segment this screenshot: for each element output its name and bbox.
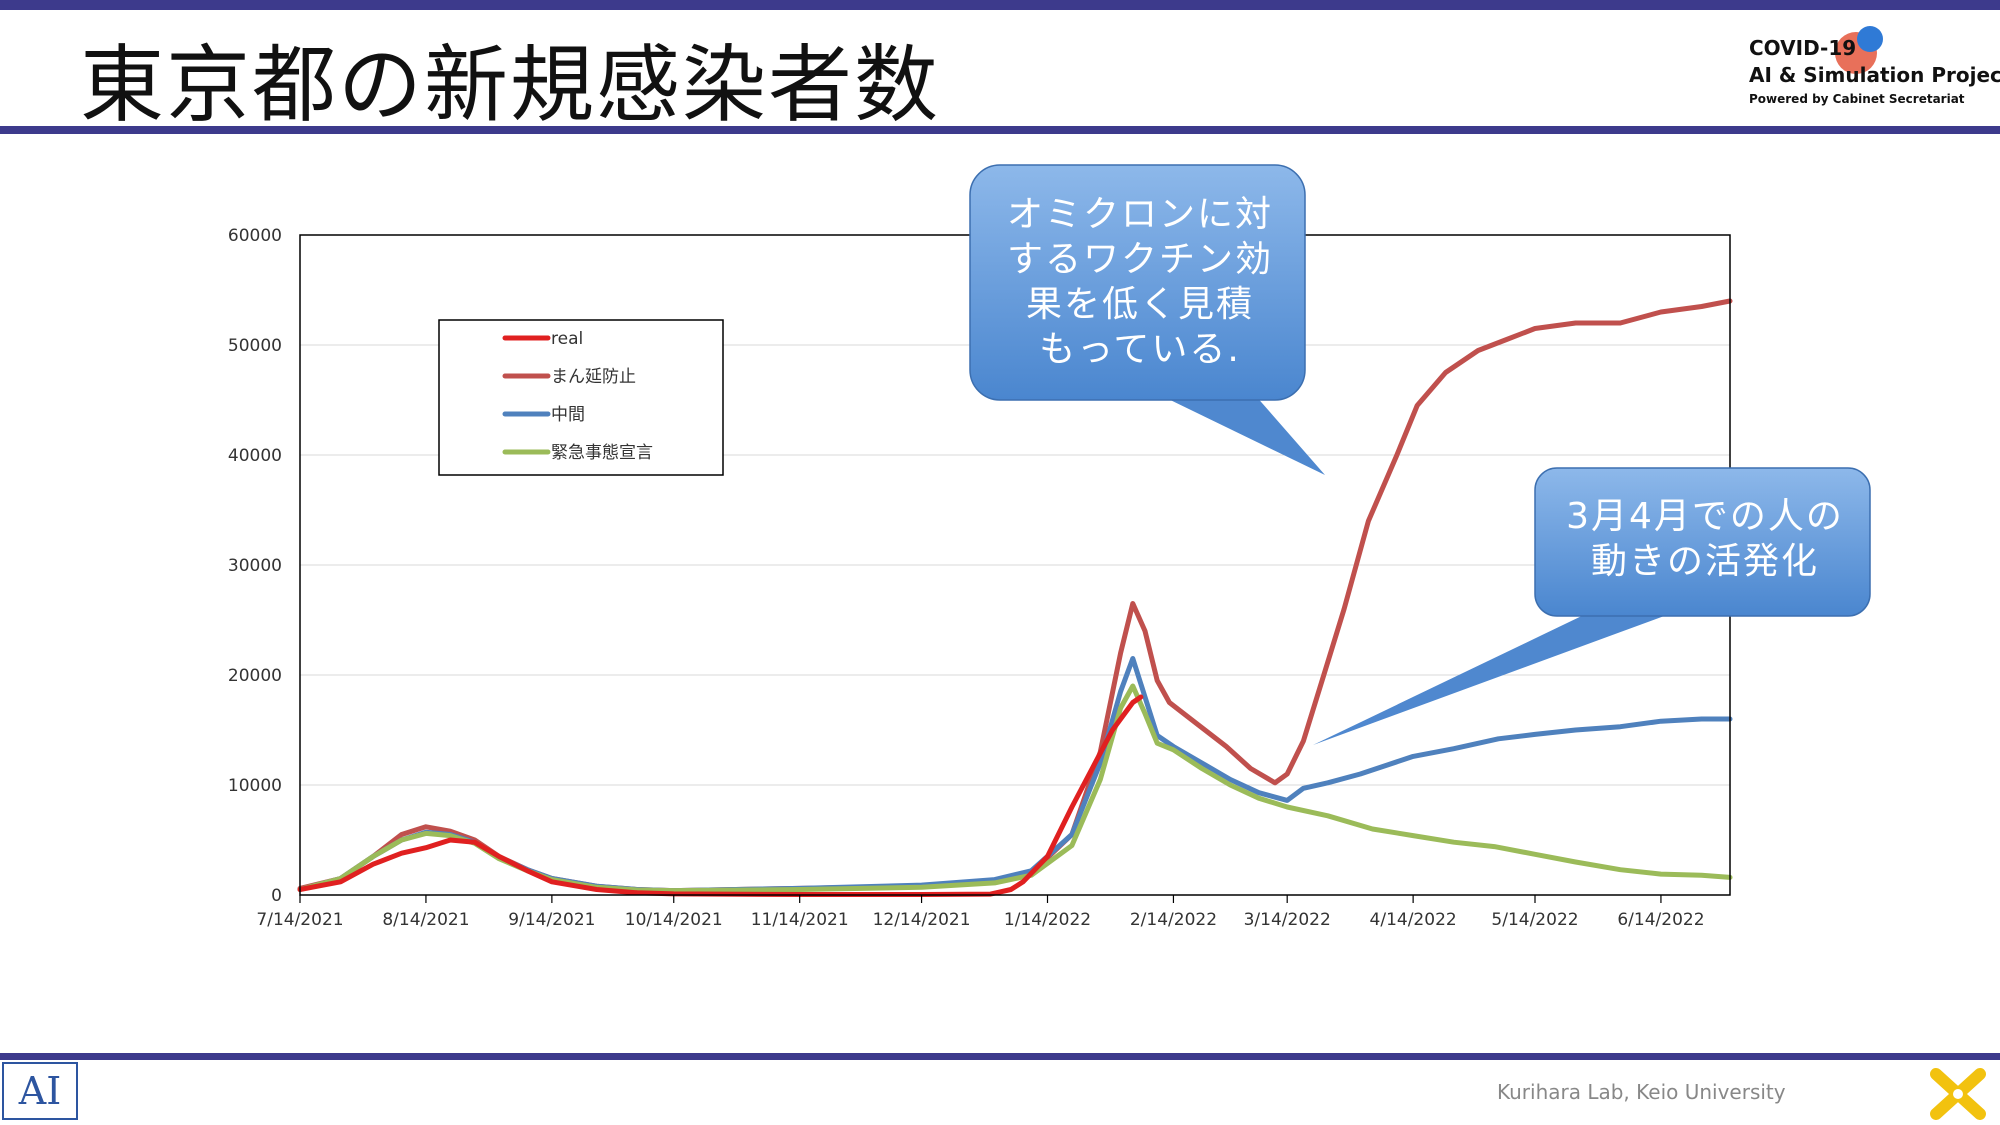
title-divider — [0, 126, 2000, 134]
logo-blue-circle-icon — [1857, 26, 1883, 52]
y-tick-label: 0 — [271, 886, 282, 906]
legend-box — [438, 319, 724, 476]
y-tick-label: 50000 — [228, 336, 282, 356]
series-line-1 — [297, 694, 1144, 897]
callout-mobility-bubble — [1313, 467, 1871, 745]
callouts — [969, 164, 1871, 745]
logo-tagline: Powered by Cabinet Secretariat — [1749, 92, 1965, 106]
callout-vaccine-pointer — [1160, 395, 1325, 475]
y-tick-label: 60000 — [228, 226, 282, 246]
lab-credit: Kurihara Lab, Keio University — [1497, 1080, 1786, 1104]
x-tick-label: 7/14/2021 — [256, 910, 343, 930]
x-tick-label: 5/14/2022 — [1491, 910, 1578, 930]
callout-mobility-box — [1534, 467, 1871, 617]
footer-divider — [0, 1053, 2000, 1060]
y-axis-ticks: 0 10000 20000 30000 40000 50000 60000 — [228, 226, 282, 906]
x-tick-label: 4/14/2022 — [1370, 910, 1457, 930]
x-tick-label: 1/14/2022 — [1004, 910, 1091, 930]
callout-vaccine-text: オミクロンに対 するワクチン効 果を低く見積 もっている. — [1006, 194, 1273, 370]
x-tick-label: 12/14/2021 — [873, 910, 971, 930]
cross-logo-icon — [1930, 1068, 1986, 1120]
x-tick-label: 2/14/2022 — [1130, 910, 1217, 930]
legend-label: 中間 — [551, 405, 585, 425]
ai-lab-logo: AI — [2, 1062, 78, 1120]
logo-subtitle: AI & Simulation Project — [1749, 63, 2000, 87]
legend-label: 緊急事態宣言 — [551, 443, 653, 463]
x-tick-label: 8/14/2021 — [382, 910, 469, 930]
x-tick-label: 6/14/2022 — [1617, 910, 1704, 930]
x-tick-label: 3/14/2022 — [1244, 910, 1331, 930]
series-line-4 — [297, 683, 1733, 894]
y-tick-label: 40000 — [228, 446, 282, 466]
x-tick-label: 9/14/2021 — [508, 910, 595, 930]
callout-vaccine-bubble — [969, 164, 1325, 475]
x-tick-label: 11/14/2021 — [751, 910, 849, 930]
legend-label: real — [551, 329, 583, 349]
series-line-3 — [297, 656, 1733, 894]
y-tick-label: 20000 — [228, 666, 282, 686]
x-tick-label: 10/14/2021 — [625, 910, 723, 930]
y-tick-label: 30000 — [228, 556, 282, 576]
callout-mobility-text: 3月4月での人の 動きの活発化 — [1566, 496, 1844, 582]
top-accent-bar — [0, 0, 2000, 10]
series-lines — [297, 298, 1733, 897]
callout-vaccine-box — [969, 164, 1306, 401]
logo-title: COVID-19 — [1749, 36, 1857, 60]
callout-mobility-pointer — [1313, 612, 1675, 745]
y-tick-label: 10000 — [228, 776, 282, 796]
project-logo: COVID-19 AI & Simulation Project Powered… — [1745, 22, 2000, 117]
x-axis-ticks: 7/14/2021 8/14/2021 9/14/2021 10/14/2021 11/… — [256, 895, 1705, 930]
slide-title: 東京都の新規感染者数 — [80, 36, 941, 134]
legend-label: まん延防止 — [551, 367, 636, 387]
